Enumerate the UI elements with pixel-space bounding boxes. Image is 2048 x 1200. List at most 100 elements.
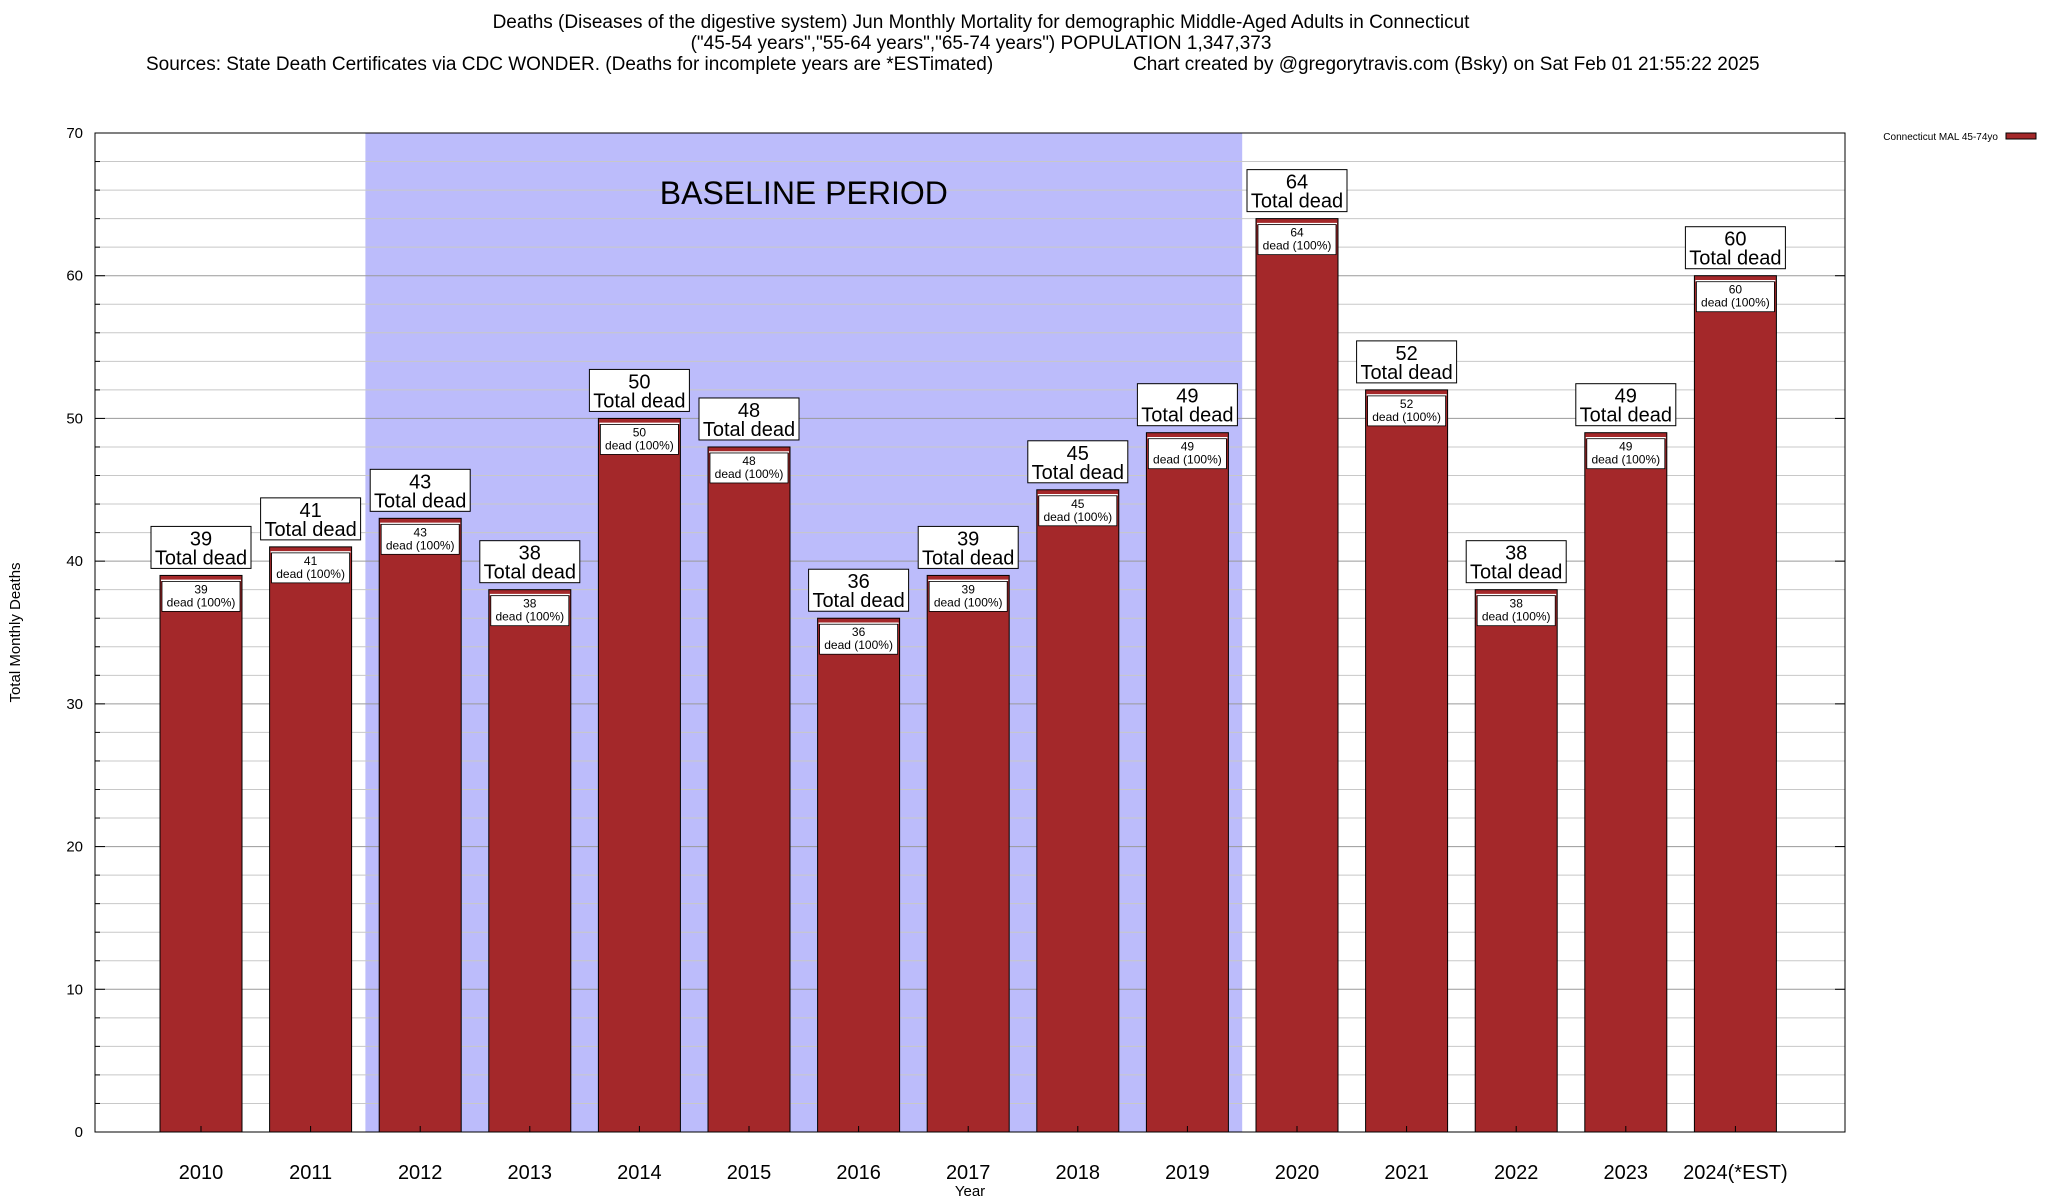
x-tick-label: 2010 (179, 1162, 224, 1184)
x-tick-label: 2017 (946, 1162, 991, 1184)
bar (707, 446, 791, 1133)
top-value-label: 39 (957, 528, 979, 550)
top-label-box (917, 525, 1019, 569)
top-value-label: 39 (190, 528, 212, 550)
top-total-label: Total dead (1580, 405, 1672, 427)
top-total-label: Total dead (812, 590, 904, 612)
y-tick-label: 50 (66, 410, 83, 427)
y-tick-label: 40 (66, 553, 83, 570)
inner-value-label: 52 (1400, 397, 1414, 411)
inner-value-label: 48 (742, 454, 756, 468)
plot-frame (94, 132, 1846, 1133)
bar (488, 589, 572, 1133)
x-axis-label: Year (955, 1183, 985, 1200)
x-tick-label: 2020 (1275, 1162, 1320, 1184)
inner-value-label: 39 (962, 582, 976, 596)
bar (1693, 275, 1777, 1133)
x-tick-label: 2019 (1165, 1162, 1210, 1184)
top-total-label: Total dead (484, 562, 576, 584)
top-value-label: 38 (519, 543, 541, 565)
inner-value-label: 45 (1071, 497, 1085, 511)
inner-label-box (928, 581, 1008, 612)
inner-label-box (1148, 438, 1227, 470)
legend: Connecticut MAL 45-74yo (1883, 132, 2037, 143)
x-tick-label: 2021 (1384, 1162, 1429, 1184)
inner-value-label: 50 (633, 425, 647, 439)
top-label-box (1136, 383, 1238, 427)
y-axis-label: Total Monthly Deaths (7, 562, 24, 702)
top-label-box (698, 397, 800, 441)
inner-label-box (1257, 224, 1337, 256)
top-value-label: 49 (1176, 386, 1198, 408)
top-label-box (588, 368, 690, 412)
x-tick-label: 2012 (398, 1162, 443, 1184)
top-value-label: 49 (1615, 386, 1637, 408)
inner-label-box (1696, 281, 1775, 313)
top-value-label: 60 (1724, 229, 1746, 251)
y-tick-label: 10 (66, 981, 83, 998)
inner-label-box (1476, 595, 1556, 627)
legend-swatch (2005, 132, 2037, 140)
top-label-box (369, 468, 471, 512)
title-line-1: Deaths (Diseases of the digestive system… (492, 12, 1470, 33)
inner-label-box (380, 523, 460, 555)
title-sources: ​ Sources: State Death Certificates via … (0, 54, 1962, 138)
inner-value-label: 36 (852, 625, 866, 639)
inner-label-box (490, 595, 570, 627)
top-label-box (1356, 340, 1458, 384)
bar (597, 417, 681, 1133)
bar (378, 517, 462, 1133)
inner-percent-label: dead (100%) (605, 438, 674, 452)
inner-percent-label: dead (100%) (276, 567, 345, 581)
x-tick-label: 2011 (289, 1162, 332, 1184)
bar (926, 574, 1010, 1133)
x-tick-label: 2014 (617, 1162, 662, 1184)
y-tick-label: 60 (66, 268, 83, 285)
inner-value-label: 38 (1510, 597, 1524, 611)
inner-label-box (161, 581, 241, 612)
inner-value-label: 64 (1290, 226, 1304, 240)
y-tick-label: 20 (66, 839, 83, 856)
inner-percent-label: dead (100%) (1372, 410, 1441, 424)
inner-percent-label: dead (100%) (934, 595, 1003, 609)
bar (1145, 432, 1229, 1133)
top-total-label: Total dead (1032, 462, 1124, 484)
top-value-label: 64 (1286, 172, 1308, 194)
bar (159, 574, 243, 1133)
top-total-label: Total dead (1141, 405, 1233, 427)
top-label-box (150, 525, 252, 569)
top-value-label: 48 (738, 400, 760, 422)
x-tick-label: 2013 (508, 1162, 553, 1184)
x-tick-label: 2016 (836, 1162, 881, 1184)
bar (1365, 389, 1449, 1133)
y-tick-label: 70 (66, 125, 83, 142)
top-label-box (1465, 540, 1567, 584)
bar (817, 617, 901, 1133)
bar (1584, 432, 1668, 1133)
inner-label-box (819, 623, 898, 655)
title-line-2: ("45-54 years","55-64 years","65-74 year… (690, 33, 1272, 54)
inner-percent-label: dead (100%) (1482, 610, 1551, 624)
top-label-box (479, 540, 581, 584)
baseline-period-label: BASELINE PERIOD (660, 175, 948, 211)
top-label-box (260, 497, 362, 541)
top-value-label: 50 (628, 371, 650, 393)
top-value-label: 38 (1505, 543, 1527, 565)
top-total-label: Total dead (264, 519, 356, 541)
top-total-label: Total dead (1251, 191, 1343, 213)
credit-text: Chart created by @gregorytravis.com (Bsk… (1133, 54, 1760, 75)
top-total-label: Total dead (155, 547, 247, 569)
top-total-label: Total dead (374, 490, 466, 512)
top-label-box (808, 568, 910, 612)
y-tick-label: 0 (75, 1124, 83, 1141)
inner-value-label: 49 (1619, 440, 1633, 454)
inner-label-box (271, 552, 351, 584)
top-label-box (1575, 383, 1677, 427)
inner-percent-label: dead (100%) (167, 595, 236, 609)
top-total-label: Total dead (703, 419, 795, 441)
axes: 0 10 20 30 40 50 60 70 2010 2011 2012 2013 2014 2015 2… (66, 125, 1845, 1184)
top-total-label: Total dead (1470, 562, 1562, 584)
top-value-label: 36 (847, 571, 869, 593)
top-total-label: Total dead (593, 390, 685, 412)
bar (1255, 218, 1339, 1133)
